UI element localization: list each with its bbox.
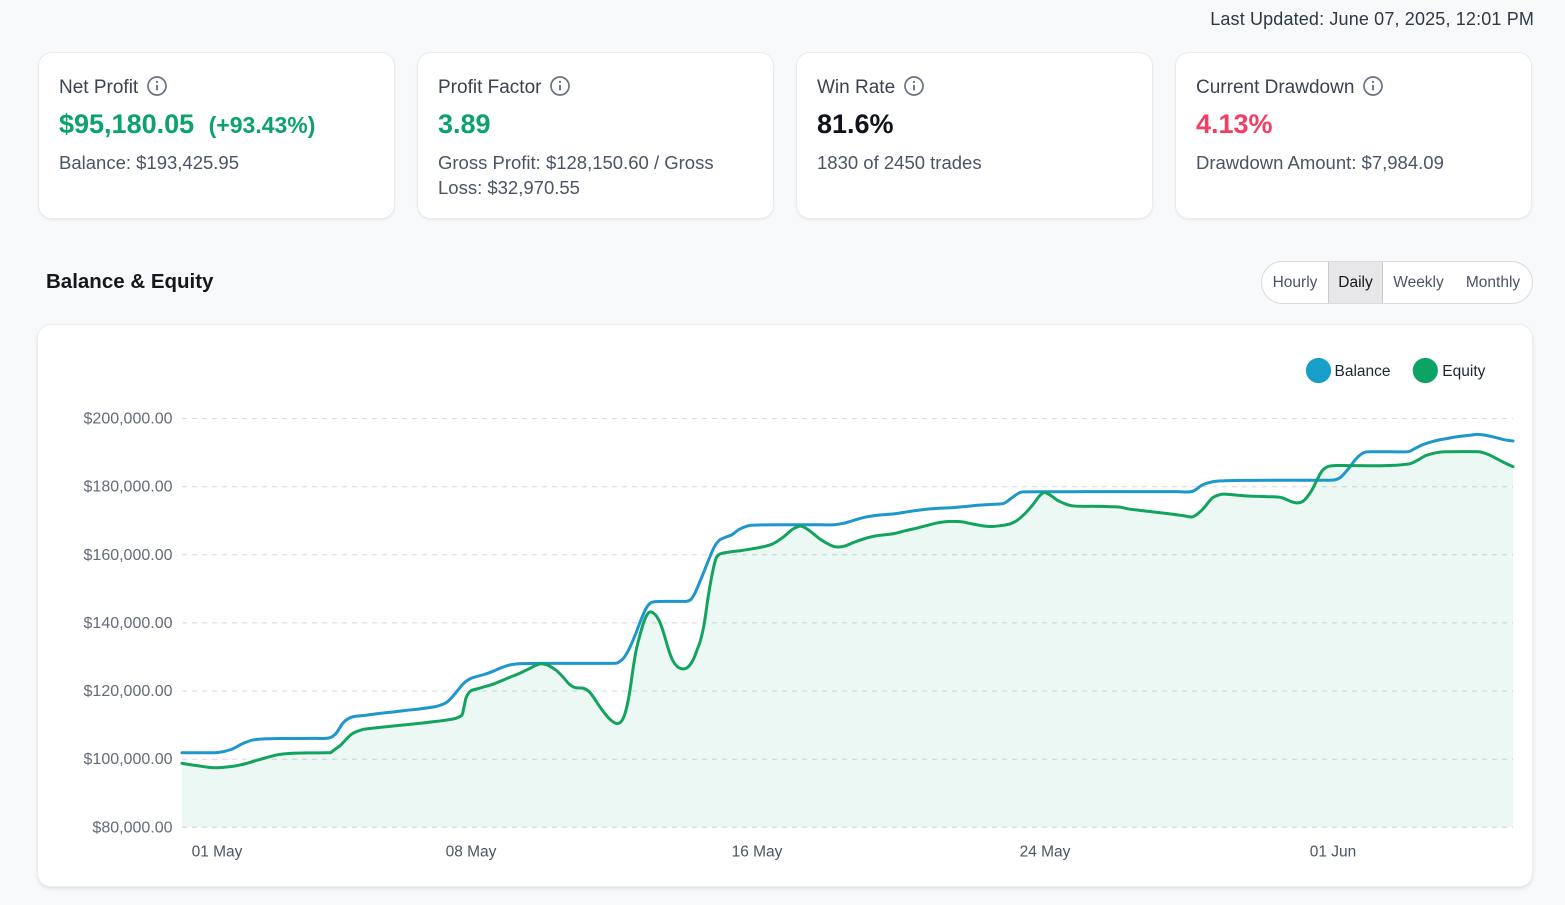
svg-text:$180,000.00: $180,000.00: [84, 479, 173, 496]
svg-text:08 May: 08 May: [446, 844, 497, 861]
svg-text:$160,000.00: $160,000.00: [84, 547, 173, 564]
svg-text:24 May: 24 May: [1020, 844, 1071, 861]
svg-text:Balance: Balance: [1335, 363, 1391, 380]
svg-text:$80,000.00: $80,000.00: [92, 819, 172, 836]
svg-text:01 May: 01 May: [192, 844, 243, 861]
svg-text:16 May: 16 May: [732, 844, 783, 861]
svg-text:$100,000.00: $100,000.00: [84, 751, 173, 768]
svg-text:$200,000.00: $200,000.00: [84, 411, 173, 428]
svg-text:$120,000.00: $120,000.00: [84, 683, 173, 700]
svg-text:01 Jun: 01 Jun: [1310, 844, 1357, 861]
svg-text:$140,000.00: $140,000.00: [84, 615, 173, 632]
svg-text:Equity: Equity: [1442, 363, 1485, 380]
